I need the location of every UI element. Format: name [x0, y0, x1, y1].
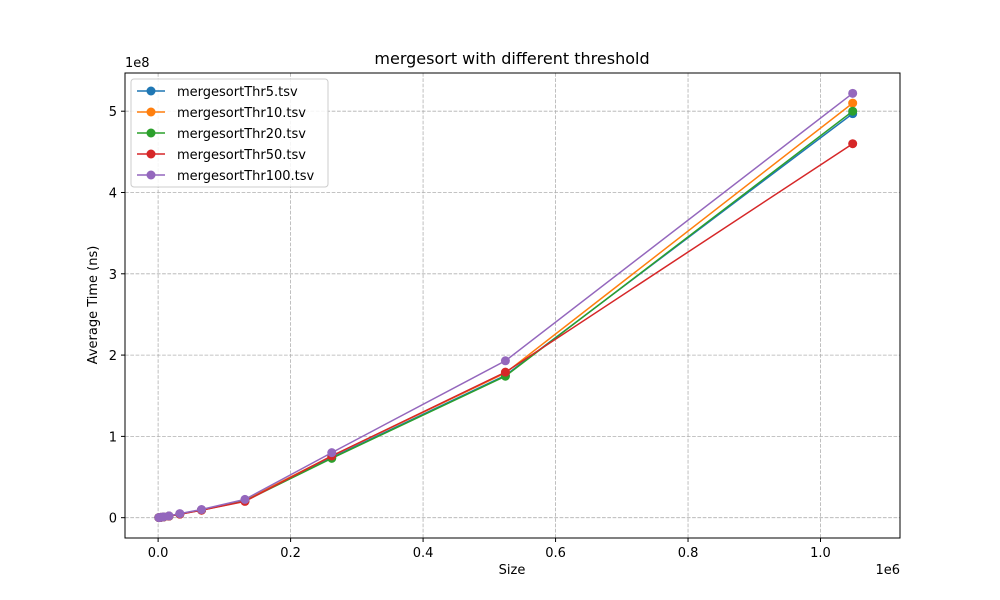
- legend-marker: [146, 86, 156, 96]
- y-tick-label: 1: [109, 430, 117, 445]
- y-tick-label: 2: [109, 349, 117, 364]
- x-tick-label: 0.0: [148, 546, 169, 561]
- legend-entry: mergesortThr10.tsv: [137, 106, 306, 121]
- y-tick-label: 4: [109, 187, 117, 202]
- x-tick-label: 1.0: [810, 546, 831, 561]
- x-tick-label: 0.4: [413, 546, 434, 561]
- x-tick-label: 0.6: [545, 546, 566, 561]
- y-tick-label: 5: [109, 105, 117, 120]
- legend-marker: [146, 128, 156, 138]
- legend-label: mergesortThr10.tsv: [177, 106, 306, 121]
- y-axis-label: Average Time (ns): [86, 246, 101, 365]
- data-point: [164, 511, 174, 521]
- series-layer: [154, 88, 858, 523]
- legend: mergesortThr5.tsv mergesortThr10.tsv merge…: [130, 78, 329, 188]
- data-point: [848, 106, 858, 116]
- legend-box: [130, 78, 329, 188]
- legend-entry: mergesortThr5.tsv: [137, 85, 298, 100]
- y-tick-label: 0: [109, 512, 117, 527]
- legend-label: mergesortThr50.tsv: [177, 148, 306, 163]
- legend-entry: mergesortThr50.tsv: [137, 148, 306, 163]
- y-axis-offset-label: 1e8: [125, 56, 150, 71]
- x-axis-label: Size: [499, 563, 526, 578]
- legend-label: mergesortThr100.tsv: [177, 169, 315, 184]
- data-point: [240, 494, 250, 504]
- data-point: [848, 98, 858, 108]
- legend-label: mergesortThr20.tsv: [177, 127, 306, 142]
- legend-entry: mergesortThr20.tsv: [137, 127, 306, 142]
- legend-label: mergesortThr5.tsv: [177, 85, 298, 100]
- data-point: [327, 448, 337, 458]
- y-tick-label: 3: [109, 268, 117, 283]
- legend-marker: [146, 107, 156, 117]
- ticks: 0.0 0.2 0.4 0.6 0.8 1.0 0 1 2 3 4 5: [109, 105, 831, 561]
- x-tick-label: 0.2: [280, 546, 301, 561]
- data-point: [197, 505, 207, 515]
- data-point: [175, 509, 185, 519]
- data-point: [500, 367, 510, 377]
- x-tick-label: 0.8: [678, 546, 699, 561]
- data-point: [848, 139, 858, 149]
- legend-marker: [146, 170, 156, 180]
- x-axis-offset-label: 1e6: [875, 563, 900, 578]
- chart-title: mergesort with different threshold: [374, 49, 649, 68]
- legend-entry: mergesortThr100.tsv: [137, 169, 315, 184]
- series-mergesortthr100: [154, 88, 858, 523]
- data-point: [500, 356, 510, 366]
- data-point: [848, 88, 858, 98]
- legend-marker: [146, 149, 156, 159]
- plot-frame: [124, 72, 901, 539]
